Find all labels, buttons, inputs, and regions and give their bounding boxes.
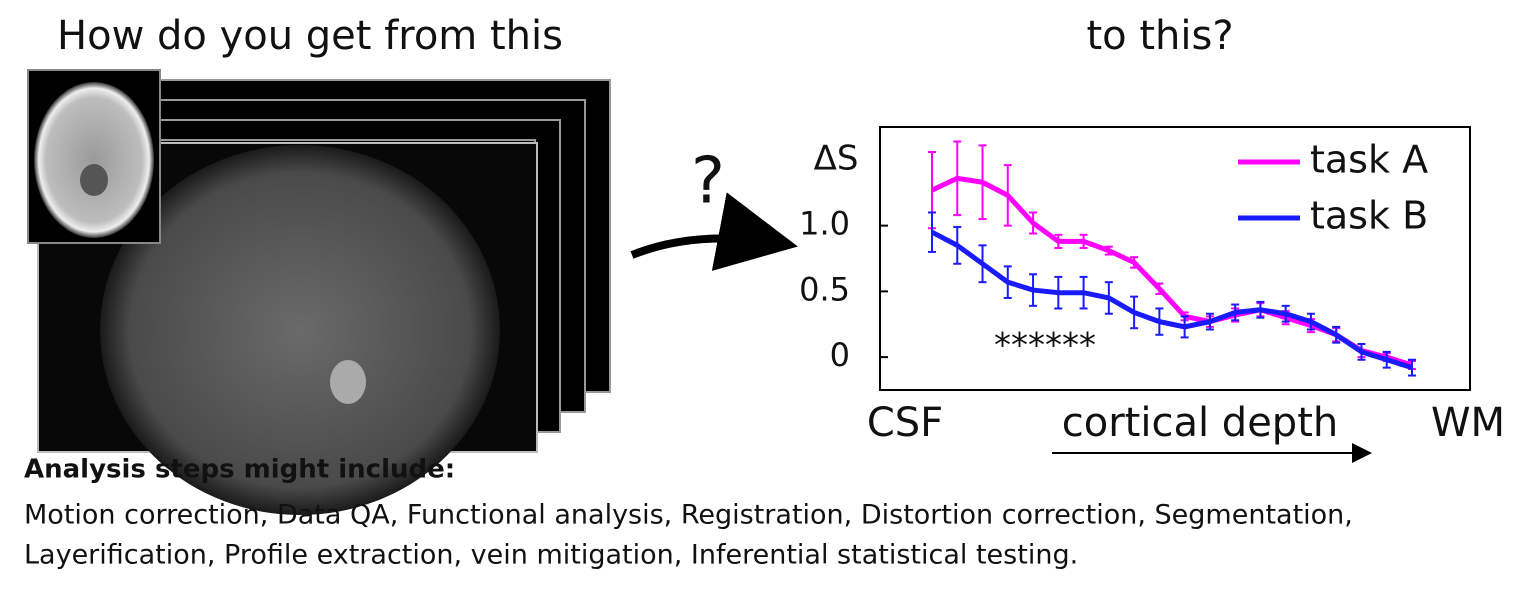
csf-label: CSF: [867, 400, 943, 446]
legend-label: task B: [1310, 194, 1428, 238]
plot-frame: [879, 126, 1471, 391]
series-line: [930, 229, 1413, 371]
legend-label: task A: [1310, 138, 1428, 182]
error-bar: [1408, 358, 1416, 377]
y-tick-label: 0.5: [799, 270, 850, 308]
caption-line: Layerification, Profile extraction, vein…: [24, 540, 1078, 571]
axis-annotation: cortical depth: [1062, 400, 1338, 446]
question-mark: ?: [691, 145, 725, 219]
caption-line: Motion correction, Data QA, Functional a…: [24, 500, 1353, 531]
image-stack: [27, 69, 611, 515]
title-right: to this?: [1086, 13, 1233, 59]
significance-stars: ******: [994, 326, 1096, 366]
y-axis-label: ΔS: [814, 139, 859, 179]
caption-heading: Analysis steps might include:: [24, 455, 455, 485]
wm-label: WM: [1431, 400, 1505, 446]
y-tick-label: 0: [830, 336, 850, 374]
y-tick-label: 1.0: [799, 205, 850, 243]
arrow: [630, 192, 798, 271]
title-left: How do you get from this: [57, 13, 563, 59]
